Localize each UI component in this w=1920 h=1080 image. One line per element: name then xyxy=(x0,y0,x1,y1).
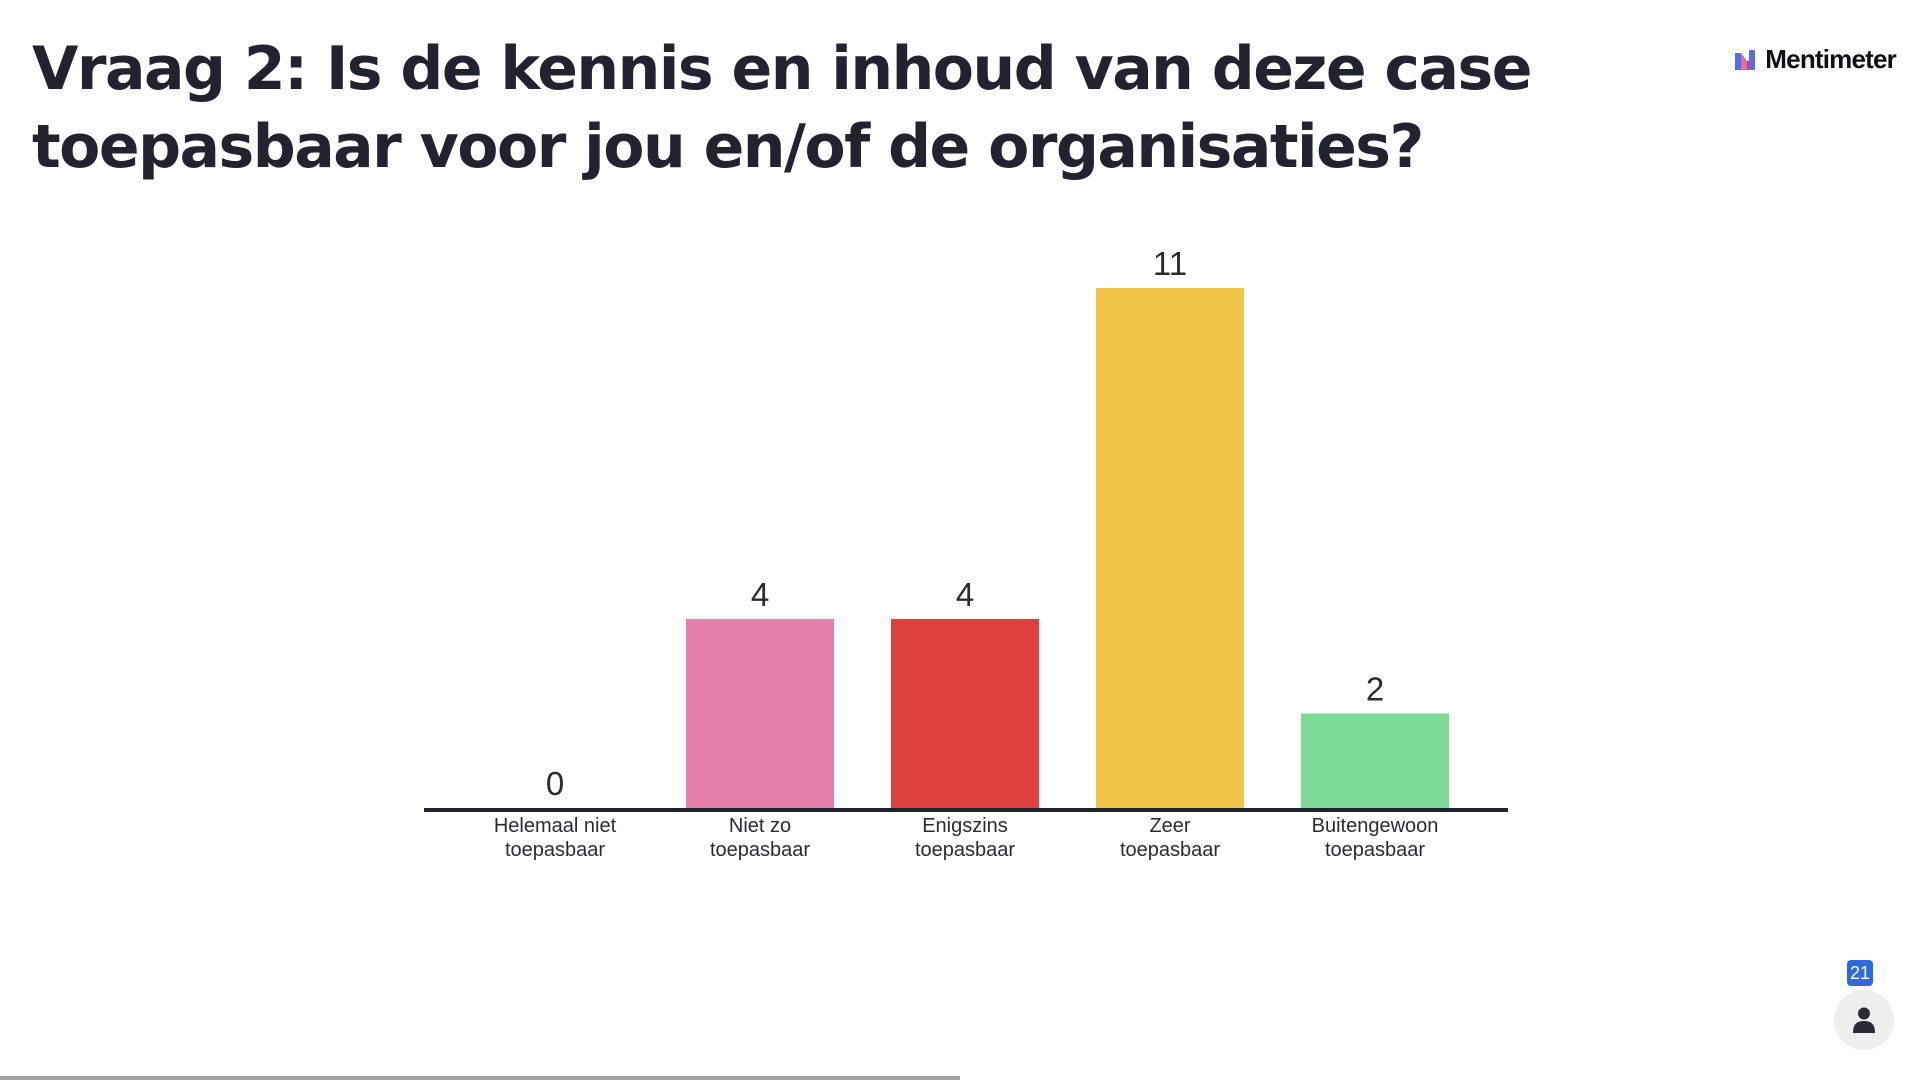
participants-button[interactable] xyxy=(1834,990,1894,1050)
bar xyxy=(1301,713,1449,808)
bar-value-label: 2 xyxy=(1366,670,1384,707)
bar xyxy=(891,618,1039,808)
brand-logo: Mentimeter xyxy=(1735,44,1897,75)
slide-progress-track xyxy=(0,1076,1920,1080)
question-title: Vraag 2: Is de kennis en inhoud van deze… xyxy=(32,34,1532,182)
category-label: Buitengewoon toepasbaar xyxy=(1312,815,1439,861)
bar-value-label: 0 xyxy=(546,765,564,802)
category-label: Helemaal niet toepasbaar xyxy=(494,815,617,861)
participant-counter[interactable]: 21 xyxy=(1832,960,1896,1050)
category-label: Niet zo toepasbaar xyxy=(710,815,810,861)
bar-value-label: 4 xyxy=(956,576,974,613)
labels-layer: 0 Helemaal niet toepasbaar 4 Niet zo toepasba… xyxy=(494,245,1439,861)
person-icon xyxy=(1853,1007,1875,1033)
bar-value-label: 4 xyxy=(751,576,769,613)
bar-value-label: 11 xyxy=(1153,245,1187,282)
brand-name: Mentimeter xyxy=(1765,44,1897,74)
slide-progress-fill xyxy=(0,1076,960,1080)
bars-layer xyxy=(686,288,1449,808)
bar xyxy=(1096,288,1244,808)
participant-count-badge: 21 xyxy=(1847,960,1873,986)
category-label: Zeer toepasbaar xyxy=(1120,815,1220,861)
mentimeter-logo-icon xyxy=(1735,49,1756,70)
category-label: Enigszins toepasbaar xyxy=(915,815,1015,861)
bar xyxy=(686,618,834,808)
